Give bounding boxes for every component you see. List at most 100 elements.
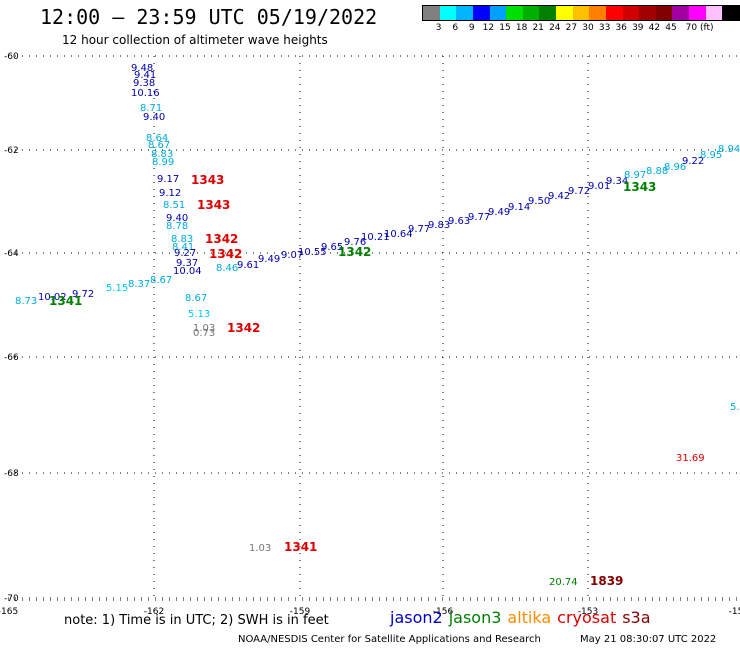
legend-swatch (556, 6, 573, 20)
wave-height-value: 9.72 (72, 289, 94, 300)
legend-swatch (705, 6, 723, 20)
legend-tick: 42 (648, 23, 661, 33)
wave-height-value: 8.41 (172, 242, 194, 253)
satellite-altika: altika (507, 608, 552, 627)
wave-height-value: 9.37 (176, 258, 198, 269)
wave-height-value: 9.49 (488, 207, 510, 218)
wave-height-value: 1.03 (193, 323, 215, 334)
legend-tick: 70 (ft) (685, 23, 714, 33)
legend-swatch (439, 6, 457, 20)
legend-swatch (423, 6, 440, 20)
wave-height-value: 10.02 (38, 292, 67, 303)
wave-height-value: 10.04 (173, 266, 202, 277)
wave-height-value: 9.27 (174, 248, 196, 259)
wave-height-value: 8.67 (148, 140, 170, 151)
satellite-cryosat: cryosat (557, 608, 617, 627)
legend-tick: 18 (515, 23, 528, 33)
wave-height-value: 8.64 (146, 133, 168, 144)
wave-height-value: 9.40 (143, 112, 165, 123)
legend-swatch (489, 6, 507, 20)
legend-swatch (506, 6, 523, 20)
legend-tick: 33 (598, 23, 611, 33)
wave-height-value: 9.65 (321, 242, 343, 253)
legend-swatch (639, 6, 656, 20)
legend-tick: 3 (435, 23, 442, 33)
latitude-label: -68 (4, 469, 19, 479)
legend-swatch (689, 6, 706, 20)
orbit-pass-label: 1343 (191, 173, 224, 187)
satellite-jason3: jason3 (448, 608, 502, 627)
map-axes: -165 -162 -159 -156 -153 -15 -60 -62 -64 -66 -68 -7… (0, 52, 740, 617)
orbit-pass-label: 1342 (205, 232, 238, 246)
legend-tick: 15 (499, 23, 511, 33)
map-grid (8, 55, 738, 601)
legend-tick: 39 (632, 23, 644, 33)
legend-swatch (722, 6, 739, 20)
wave-height-value: 8.83 (151, 149, 173, 160)
longitude-label: -159 (290, 607, 311, 617)
wave-height-value: 10.64 (384, 229, 413, 240)
wave-height-value: 9.34 (606, 176, 628, 187)
generated-timestamp: May 21 08:30:07 UTC 2022 (580, 634, 717, 645)
latitude-label: -70 (4, 594, 19, 604)
wave-height-value: 8.97 (624, 170, 646, 181)
legend-swatch (589, 6, 606, 20)
wave-height-value: 9.63 (448, 216, 470, 227)
wave-height-value: 9.72 (568, 186, 590, 197)
wave-height-value: 8.51 (163, 200, 185, 211)
wave-height-value: 8.67 (185, 293, 207, 304)
satellite-jason2: jason2 (390, 608, 443, 627)
wave-height-value: 9.77 (468, 212, 490, 223)
legend-swatch (672, 6, 689, 20)
wave-height-value: 9.41 (134, 70, 156, 81)
wave-height-value: 8.96 (664, 162, 686, 173)
satellite-s3a: s3a (622, 608, 651, 627)
wave-height-value: 9.83 (428, 220, 450, 231)
orbit-pass-label: 1342 (338, 245, 371, 259)
wave-height-value: 5.15 (106, 283, 128, 294)
legend-tick: 21 (532, 23, 544, 33)
longitude-label: -162 (144, 607, 164, 617)
legend-tick: 36 (615, 23, 627, 33)
wave-height-value: 8.71 (140, 103, 162, 114)
wave-height-value: 10.21 (361, 232, 390, 243)
orbit-pass-label: 1341 (49, 294, 82, 308)
wave-height-value: 5.13 (188, 309, 210, 320)
wave-height-value: 9.12 (159, 188, 181, 199)
legend-color-bar (422, 5, 740, 21)
latitude-label: -64 (4, 249, 19, 259)
wave-height-value: 31.69 (676, 453, 705, 464)
legend-tick: 45 (665, 23, 677, 33)
footnote: note: 1) Time is in UTC; 2) SWH is in fe… (64, 613, 329, 628)
longitude-label: -156 (433, 607, 454, 617)
page-subtitle: 12 hour collection of altimeter wave hei… (62, 33, 328, 47)
wave-height-value: 9.48 (131, 63, 153, 74)
wave-height-value: 9.61 (237, 260, 259, 271)
page-title: 12:00 – 23:59 UTC 05/19/2022 (40, 5, 378, 29)
orbit-pass-label: 1341 (284, 540, 317, 554)
wave-height-value: 8.37 (128, 279, 150, 290)
longitude-label: -153 (578, 607, 598, 617)
legend-swatch (622, 6, 640, 20)
legend-swatch (456, 6, 473, 20)
wave-height-value: 9.01 (588, 181, 610, 192)
latitude-label: -60 (4, 52, 19, 62)
wave-height-value: 10.55 (298, 247, 327, 258)
legend-tick: 27 (565, 23, 578, 33)
wave-height-value: 8.46 (216, 263, 238, 274)
wave-height-value: 8.88 (646, 166, 668, 177)
wave-height-value: 9.40 (166, 213, 188, 224)
wave-height-value: 8.94 (718, 144, 740, 155)
wave-height-value: 8.73 (15, 296, 37, 307)
wave-height-value: 8.78 (166, 221, 188, 232)
wave-height-value: 8.99 (152, 157, 174, 168)
wave-height-value: 9.77 (408, 224, 430, 235)
legend-swatch (572, 6, 590, 20)
legend-swatch (472, 6, 490, 20)
wave-height-value: 9.76 (344, 237, 366, 248)
legend-swatch (539, 6, 556, 20)
wave-height-value: 9.38 (133, 78, 155, 89)
wave-height-value: 8.67 (150, 275, 172, 286)
wave-height-value: 9.50 (528, 196, 550, 207)
